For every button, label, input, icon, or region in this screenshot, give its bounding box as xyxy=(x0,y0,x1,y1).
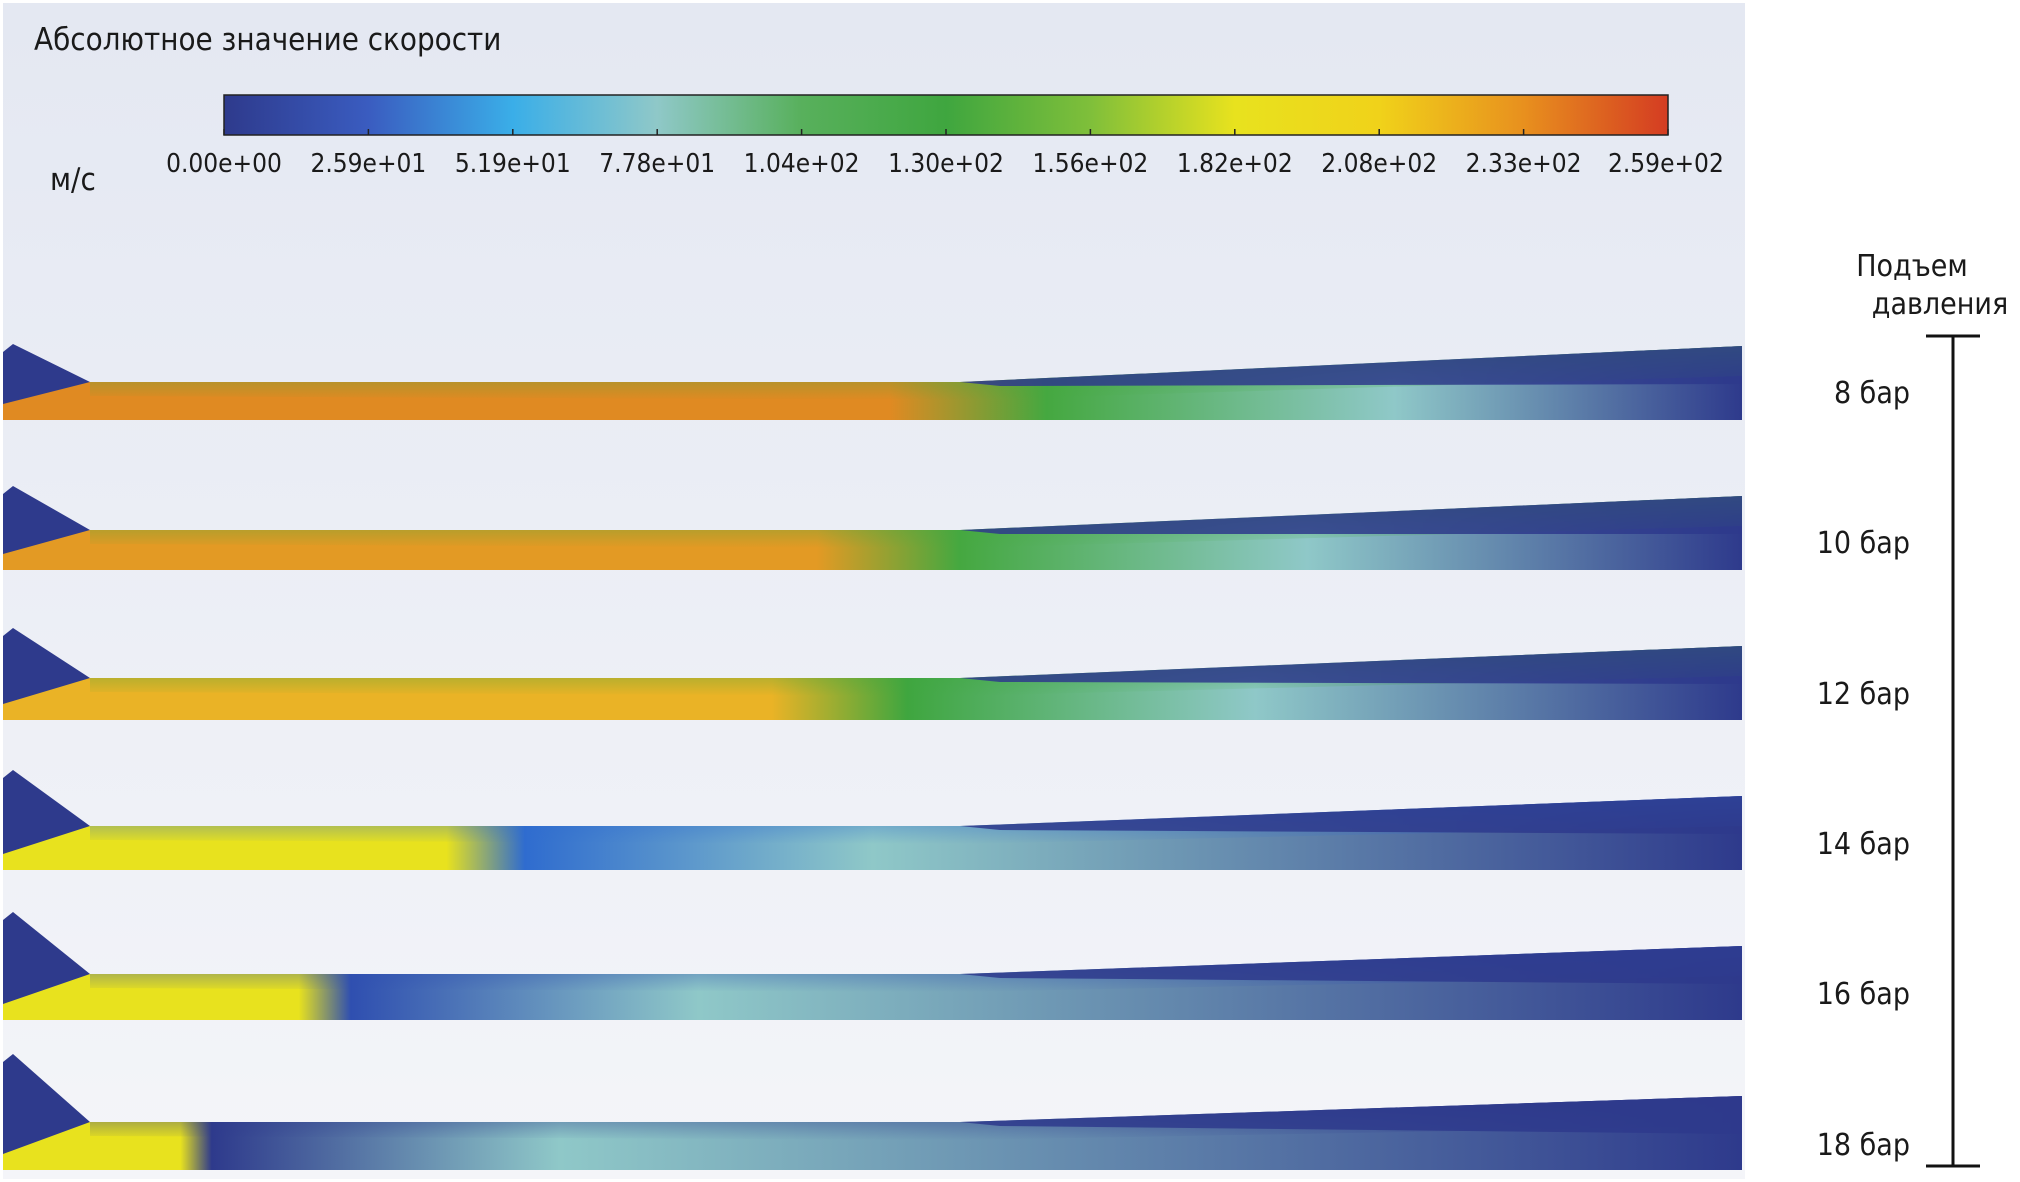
boundary-layer xyxy=(90,646,1742,696)
colorbar-tick-label: 1.82e+02 xyxy=(1177,149,1293,179)
pressure-axis: Подъем давления 8 бар 10 бар 12 бар 14 бар 1… xyxy=(1817,249,2008,1168)
nozzle-cases xyxy=(3,344,1742,1170)
colorbar-tick-label: 2.33e+02 xyxy=(1466,149,1582,179)
figure-title: Абсолютное значение скорости xyxy=(34,22,501,58)
nozzle-case xyxy=(3,486,1742,570)
pressure-label: 16 бар xyxy=(1817,977,1910,1012)
colorbar-tick-label: 0.00e+00 xyxy=(166,149,282,179)
divergent-region xyxy=(960,946,1742,984)
divergent-region xyxy=(960,1096,1742,1134)
colorbar-tick-label: 2.59e+01 xyxy=(310,149,426,179)
boundary-layer xyxy=(90,496,1742,548)
pressure-label: 14 бар xyxy=(1817,827,1910,862)
nozzle-case xyxy=(3,344,1742,420)
nozzle-case xyxy=(3,628,1742,720)
colorbar-tick-label: 1.30e+02 xyxy=(888,149,1004,179)
unit-label: м/с xyxy=(50,162,96,198)
divergent-region xyxy=(960,496,1742,534)
divergent-region xyxy=(960,796,1742,834)
boundary-layer xyxy=(90,346,1742,400)
colorbar-ticks: 0.00e+00 2.59e+01 5.19e+01 7.78e+01 1.04e+02… xyxy=(166,129,1724,179)
divergent-region xyxy=(960,646,1742,684)
nozzle-case xyxy=(3,1054,1742,1170)
colorbar: 0.00e+00 2.59e+01 5.19e+01 7.78e+01 1.04e+02… xyxy=(166,94,1724,179)
colorbar-tick-label: 2.08e+02 xyxy=(1321,149,1437,179)
colorbar-tick-label: 5.19e+01 xyxy=(455,149,571,179)
colorbar-tick-label: 1.04e+02 xyxy=(744,149,860,179)
nozzle-case xyxy=(3,912,1742,1020)
boundary-layer xyxy=(90,796,1742,844)
pressure-axis-title-line2: давления xyxy=(1872,287,2008,322)
colorbar-tick-label: 2.59e+02 xyxy=(1608,149,1724,179)
pressure-axis-title-line1: Подъем xyxy=(1856,249,1968,284)
pressure-label: 8 бар xyxy=(1834,376,1910,411)
pressure-label: 10 бар xyxy=(1817,526,1910,561)
pressure-label: 12 бар xyxy=(1817,677,1910,712)
colorbar-tick-label: 7.78e+01 xyxy=(599,149,715,179)
pressure-labels: 8 бар 10 бар 12 бар 14 бар 16 бар 18 бар xyxy=(1817,376,1910,1163)
colorbar-tick-label: 1.56e+02 xyxy=(1032,149,1148,179)
pressure-label: 18 бар xyxy=(1817,1128,1910,1163)
divergent-region xyxy=(960,346,1742,386)
nozzle-case xyxy=(3,770,1742,870)
colorbar-gradient xyxy=(223,94,1669,136)
